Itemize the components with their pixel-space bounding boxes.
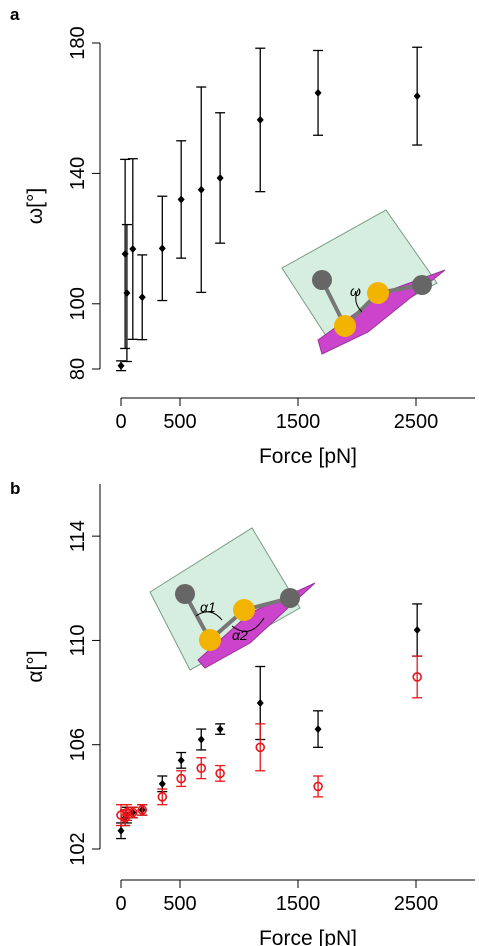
y-tick-label: 114 <box>67 520 89 552</box>
point <box>255 742 266 753</box>
point <box>413 92 421 101</box>
point <box>216 173 224 182</box>
x-tick-label: 2500 <box>394 411 439 433</box>
y-tick-label: 100 <box>67 287 89 320</box>
point <box>128 807 138 818</box>
y-tick-label: 140 <box>67 157 89 190</box>
x-axis-label: Force [pN] <box>259 445 357 468</box>
inset-diagram-b: α1 α2 <box>149 527 316 671</box>
point <box>256 699 264 707</box>
point <box>177 195 185 204</box>
x-tick-label: 1500 <box>276 411 321 433</box>
y-tick-label: 102 <box>67 832 89 865</box>
y-axis-label: α[°] <box>24 650 47 682</box>
y-tick-label: 110 <box>67 624 89 656</box>
point <box>215 768 225 779</box>
point <box>177 756 185 765</box>
x-tick-label: 0 <box>115 411 126 433</box>
point <box>138 293 146 302</box>
point <box>256 115 264 124</box>
point <box>123 289 131 298</box>
x-tick-label: 1500 <box>276 893 321 915</box>
point <box>314 725 322 734</box>
point <box>412 672 422 682</box>
point <box>176 773 186 784</box>
point <box>314 88 322 97</box>
inset-label: α1 <box>200 599 216 615</box>
inset-diagram-a: ω <box>281 209 446 355</box>
x-tick-label: 2500 <box>394 893 439 915</box>
y-axis-label: ω[°] <box>24 188 47 224</box>
point <box>216 725 224 734</box>
y-tick-label: 180 <box>67 26 89 59</box>
point <box>313 781 323 792</box>
point <box>197 185 205 194</box>
point <box>121 249 129 258</box>
point <box>137 805 148 815</box>
inset-label: ω <box>350 283 361 299</box>
inset-label: α2 <box>232 627 248 643</box>
point <box>157 792 168 802</box>
point <box>158 244 166 253</box>
point <box>413 626 421 634</box>
point <box>117 826 125 835</box>
point <box>129 245 137 254</box>
x-axis-label: Force [pN] <box>259 927 357 946</box>
panel-label: b <box>10 479 20 498</box>
point <box>197 735 205 744</box>
x-tick-label: 0 <box>115 893 126 915</box>
panel-label: a <box>10 5 20 24</box>
y-tick-label: 80 <box>67 358 89 380</box>
x-tick-label: 500 <box>163 411 196 433</box>
x-tick-label: 500 <box>163 893 196 915</box>
point <box>196 763 207 773</box>
point <box>158 779 166 788</box>
point <box>117 361 125 370</box>
point <box>122 807 132 818</box>
y-tick-label: 106 <box>67 728 89 761</box>
